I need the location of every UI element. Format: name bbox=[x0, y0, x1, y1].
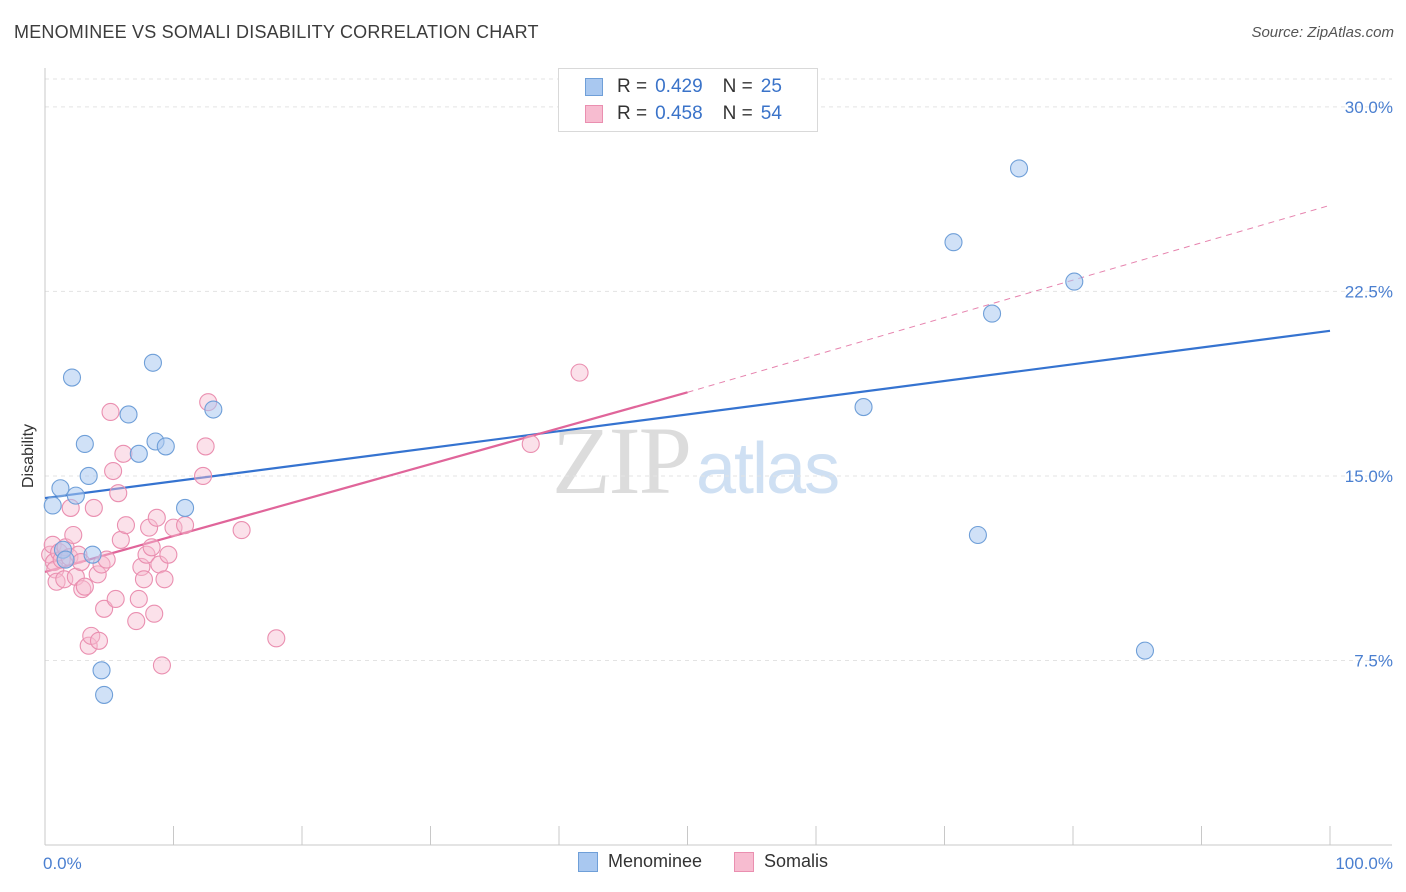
point-somalis bbox=[267, 629, 286, 648]
point-menominee bbox=[1065, 272, 1084, 291]
legend-row-menominee: R = 0.429 N = 25 bbox=[585, 74, 782, 100]
point-menominee bbox=[129, 444, 148, 463]
point-somalis bbox=[109, 484, 128, 503]
source-label: Source: ZipAtlas.com bbox=[1251, 24, 1394, 41]
point-menominee bbox=[1009, 159, 1029, 178]
point-somalis bbox=[145, 604, 164, 623]
legend-n-value: 25 bbox=[760, 76, 782, 97]
point-menominee bbox=[56, 550, 75, 569]
x-tick-label: 100.0% bbox=[1335, 854, 1393, 873]
point-somalis bbox=[89, 631, 109, 650]
point-menominee bbox=[43, 496, 62, 515]
point-somalis bbox=[570, 363, 589, 382]
point-somalis bbox=[140, 518, 159, 537]
trend-line-somalis bbox=[44, 391, 688, 573]
point-somalis bbox=[84, 498, 103, 517]
point-somalis bbox=[88, 565, 107, 584]
point-menominee bbox=[968, 525, 987, 545]
point-somalis bbox=[55, 570, 74, 589]
point-somalis bbox=[73, 580, 92, 599]
legend-r-label: R = bbox=[617, 76, 648, 97]
series-label-menominee: Menominee bbox=[607, 851, 703, 871]
point-somalis bbox=[147, 508, 166, 527]
x-tick-label: 0.0% bbox=[43, 854, 82, 873]
point-somalis bbox=[127, 612, 146, 631]
stats-legend: R = 0.429 N = 25 R = 0.458 N = 54 bbox=[558, 68, 818, 132]
y-axis-title: Disability bbox=[20, 424, 37, 488]
series-swatch-menominee bbox=[577, 851, 598, 872]
series-legend-menominee: Menominee bbox=[577, 851, 703, 872]
point-somalis bbox=[142, 538, 161, 557]
legend-r-label: R = bbox=[617, 103, 648, 124]
series-legend: Menominee Somalis bbox=[0, 851, 1406, 872]
point-somalis bbox=[101, 402, 120, 422]
point-menominee bbox=[156, 437, 175, 456]
point-somalis bbox=[134, 570, 153, 589]
point-somalis bbox=[106, 589, 125, 609]
trend-lines bbox=[44, 204, 1331, 573]
point-somalis bbox=[152, 656, 171, 675]
point-menominee bbox=[83, 545, 102, 564]
point-somalis bbox=[521, 434, 540, 454]
point-menominee bbox=[92, 661, 111, 680]
point-menominee bbox=[143, 353, 162, 372]
legend-row-somalis: R = 0.458 N = 54 bbox=[585, 101, 782, 127]
data-points bbox=[41, 159, 1155, 704]
point-menominee bbox=[62, 368, 82, 387]
legend-r-value: 0.458 bbox=[655, 103, 703, 124]
point-somalis bbox=[159, 545, 178, 564]
chart-title: MENOMINEE VS SOMALI DISABILITY CORRELATI… bbox=[14, 22, 539, 42]
axes bbox=[44, 68, 1392, 846]
point-menominee bbox=[79, 466, 98, 486]
y-tick-label: 15.0% bbox=[1345, 467, 1393, 486]
point-menominee bbox=[66, 486, 85, 505]
point-somalis bbox=[164, 518, 183, 537]
point-somalis bbox=[114, 444, 133, 463]
tick-labels: 7.5% 15.0% 22.5% 30.0% 0.0% 100.0% bbox=[43, 98, 1393, 873]
series-swatch-somalis bbox=[734, 851, 755, 872]
y-tick-label: 22.5% bbox=[1345, 282, 1393, 301]
legend-swatch-somalis bbox=[585, 105, 603, 123]
series-legend-somalis: Somalis bbox=[734, 851, 828, 872]
grid-lines bbox=[45, 78, 1392, 661]
point-menominee bbox=[204, 400, 223, 419]
point-menominee bbox=[944, 233, 963, 252]
legend-n-label: N = bbox=[722, 76, 753, 97]
point-menominee bbox=[119, 405, 138, 424]
point-somalis bbox=[129, 589, 148, 609]
y-tick-label: 7.5% bbox=[1354, 651, 1393, 670]
point-somalis bbox=[155, 570, 174, 589]
point-menominee bbox=[51, 479, 70, 498]
legend-r-value: 0.429 bbox=[655, 76, 703, 97]
point-menominee bbox=[854, 398, 873, 417]
point-menominee bbox=[1135, 641, 1155, 660]
point-somalis bbox=[232, 521, 251, 540]
series-label-somalis: Somalis bbox=[764, 851, 829, 871]
point-somalis bbox=[176, 516, 195, 535]
legend-swatch-menominee bbox=[585, 78, 603, 96]
point-menominee bbox=[982, 304, 1002, 323]
trend-line-menominee bbox=[44, 329, 1331, 500]
point-somalis bbox=[196, 437, 215, 456]
trend-line-somalis-extension bbox=[687, 204, 1331, 393]
point-somalis bbox=[95, 599, 114, 618]
point-somalis bbox=[116, 516, 136, 535]
point-menominee bbox=[75, 434, 94, 454]
point-somalis bbox=[104, 461, 123, 481]
point-menominee bbox=[176, 498, 195, 517]
legend-n-value: 54 bbox=[760, 103, 782, 124]
y-tick-label: 30.0% bbox=[1345, 98, 1393, 117]
point-somalis bbox=[75, 577, 94, 596]
point-somalis bbox=[194, 466, 213, 486]
legend-n-label: N = bbox=[722, 103, 753, 124]
point-somalis bbox=[64, 525, 83, 545]
point-menominee bbox=[95, 685, 114, 704]
